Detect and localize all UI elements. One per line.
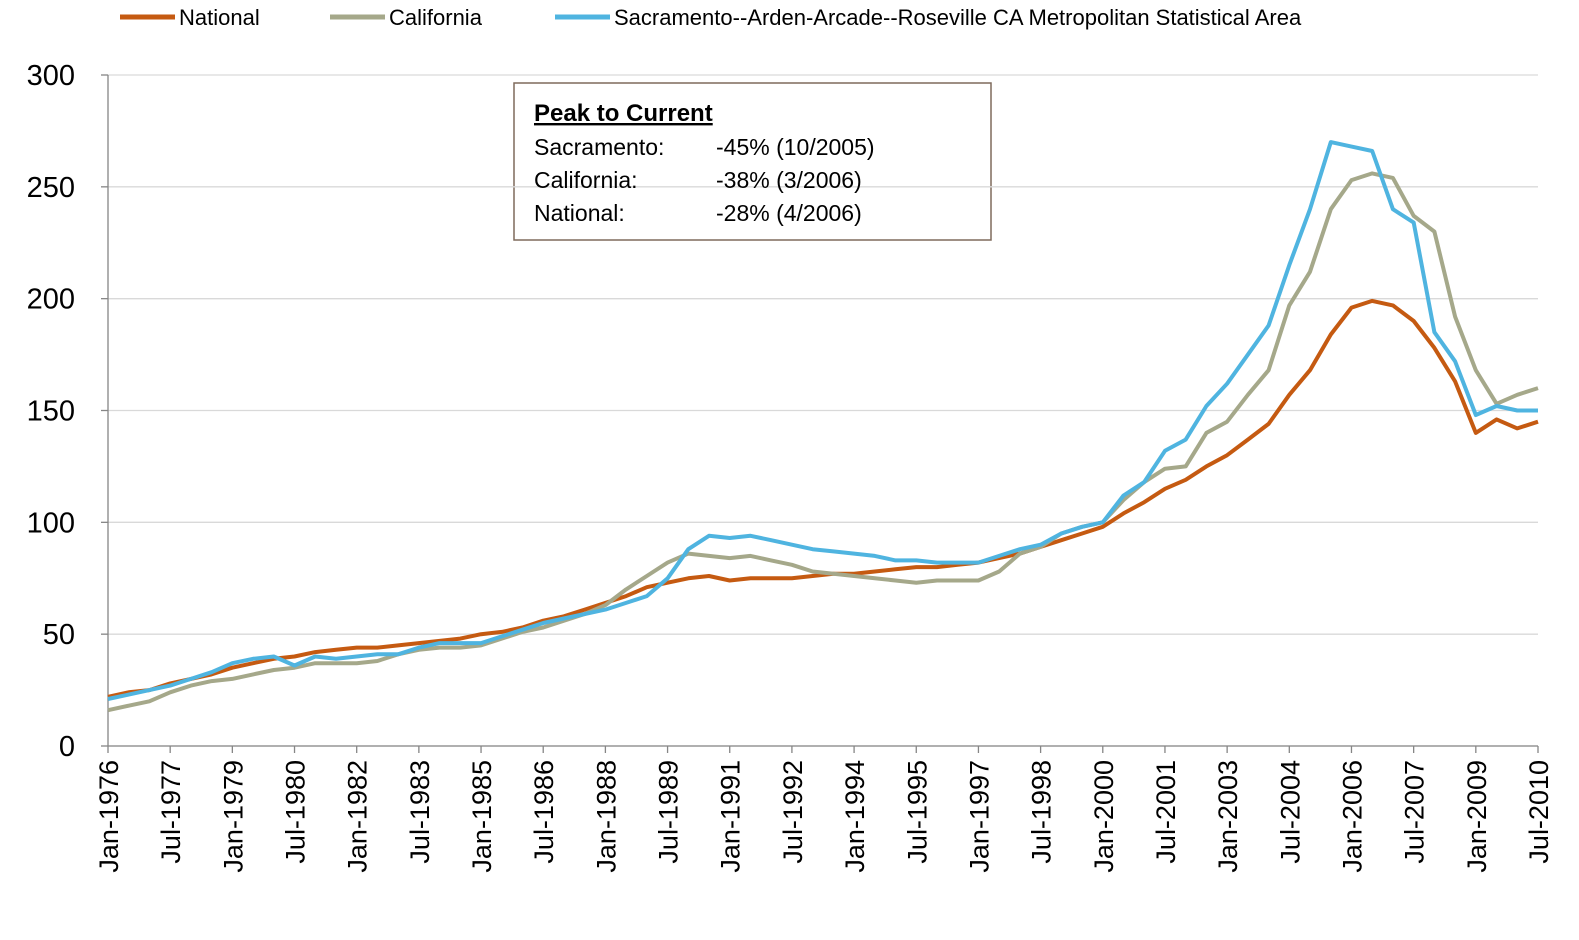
x-tick-label: Jul-1989 (654, 760, 684, 864)
x-tick-label: Jul-1983 (405, 760, 435, 864)
annotation-label: Sacramento: (534, 134, 664, 160)
series-line (107, 298, 1539, 699)
x-tick-label: Jan-2000 (1089, 760, 1119, 873)
series-line (107, 171, 1539, 713)
y-tick-label: 150 (27, 396, 75, 428)
x-tick-label: Jan-1997 (964, 760, 994, 873)
x-tick-label: Jan-1979 (218, 760, 248, 873)
x-tick-label: Jul-1995 (902, 760, 932, 864)
y-tick-label: 0 (59, 731, 75, 763)
x-tick-label: Jan-1982 (343, 760, 373, 873)
y-tick-label: 250 (27, 172, 75, 204)
x-tick-label: Jul-1977 (156, 760, 186, 864)
x-tick-label: Jan-1985 (467, 760, 497, 873)
y-tick-label: 200 (27, 284, 75, 316)
legend-label: National (179, 5, 260, 30)
x-tick-label: Jan-2009 (1462, 760, 1492, 873)
series-line (107, 140, 1538, 701)
annotation-label: National: (534, 200, 625, 226)
x-tick-label: Jul-1992 (778, 760, 808, 864)
x-tick-label: Jul-1986 (529, 760, 559, 864)
x-tick-label: Jan-1988 (591, 760, 621, 873)
x-tick-label: Jul-1980 (281, 760, 311, 864)
annotation-value: -28% (4/2006) (716, 200, 862, 226)
annotation-value: -38% (3/2006) (716, 167, 862, 193)
annotation-value: -45% (10/2005) (716, 134, 875, 160)
y-tick-label: 50 (43, 619, 75, 651)
annotation-title: Peak to Current (534, 100, 713, 127)
annotation-box (513, 82, 992, 241)
x-tick-label: Jan-1991 (716, 760, 746, 873)
annotation-label: California: (534, 167, 638, 193)
legend-label: California (389, 5, 483, 30)
x-tick-label: Jul-2001 (1151, 760, 1181, 864)
x-tick-label: Jan-2003 (1213, 760, 1243, 873)
x-tick-label: Jul-2004 (1275, 760, 1305, 864)
x-tick-label: Jan-2006 (1337, 760, 1367, 873)
legend-label: Sacramento--Arden-Arcade--Roseville CA M… (614, 5, 1302, 30)
y-tick-label: 100 (27, 507, 75, 539)
x-tick-label: Jan-1994 (840, 760, 870, 873)
x-tick-label: Jul-2007 (1400, 760, 1430, 864)
x-tick-label: Jan-1976 (94, 760, 124, 873)
x-tick-label: Jul-1998 (1027, 760, 1057, 864)
y-tick-label: 300 (27, 60, 75, 92)
x-tick-label: Jul-2010 (1524, 760, 1554, 864)
